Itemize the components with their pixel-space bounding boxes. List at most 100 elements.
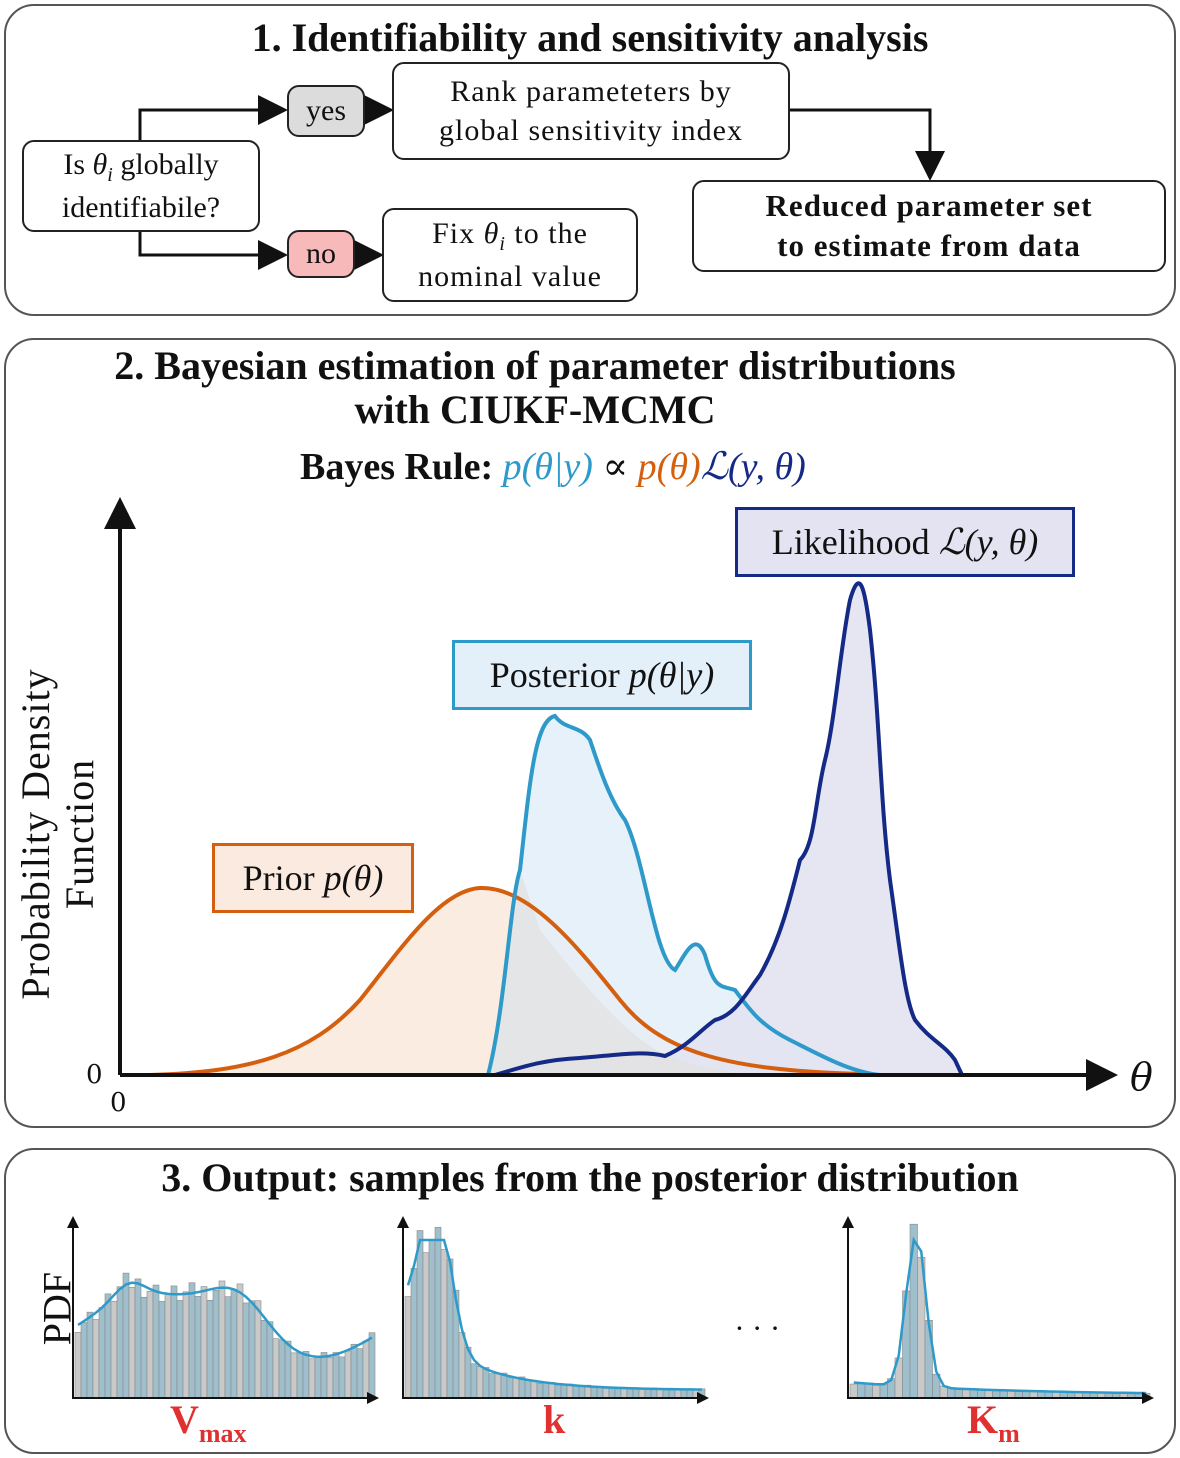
hist-bar — [440, 1249, 448, 1399]
reduced-parameter-set-box: Reduced parameter set to estimate from d… — [692, 180, 1166, 272]
hist-bar — [134, 1278, 142, 1399]
hist-bar — [302, 1351, 310, 1399]
hist-x-arrow — [367, 1392, 379, 1404]
likelihood-curve-fill — [495, 583, 962, 1075]
hist-bar — [242, 1302, 250, 1399]
hist-bar — [116, 1286, 124, 1399]
hist-bar — [488, 1373, 496, 1399]
hist-bar — [590, 1386, 598, 1399]
panel1-title: 1. Identifiability and sensitivity analy… — [251, 15, 929, 60]
hist-bar — [470, 1363, 478, 1399]
hist-bar — [410, 1268, 418, 1399]
posterior-curve-fill — [488, 716, 880, 1075]
hist-bar — [428, 1239, 436, 1399]
hist-bar — [458, 1332, 466, 1399]
hist-bar — [188, 1282, 196, 1399]
hist-bar — [278, 1339, 286, 1399]
hist-bar — [284, 1340, 292, 1399]
hist-bar — [80, 1322, 88, 1399]
hist-bar — [158, 1301, 166, 1399]
bayes-posterior-term: p(θ|y) — [502, 446, 593, 488]
hist-bar — [92, 1319, 100, 1399]
hist-bar — [656, 1389, 664, 1399]
hist-bar — [86, 1311, 94, 1399]
question-line2: identifiabile? — [61, 191, 221, 224]
hist-bar — [104, 1293, 112, 1399]
hist-bar — [602, 1388, 610, 1399]
hist-bar — [674, 1389, 682, 1399]
hist-bar — [476, 1366, 484, 1399]
histogram-0 — [67, 1216, 379, 1404]
hist-bar — [164, 1293, 172, 1399]
hist-bar — [524, 1380, 532, 1399]
histogram-2 — [842, 1216, 1154, 1404]
identifiable-question-box: Is θi globally identifiabile? — [22, 140, 260, 232]
hist-bar — [170, 1285, 178, 1399]
hist-bar — [326, 1357, 334, 1399]
km-label: Km — [967, 1397, 1020, 1448]
hist-bar — [356, 1348, 364, 1399]
hist-bar — [482, 1367, 490, 1399]
hist-bar — [500, 1372, 508, 1399]
hist-bar — [638, 1388, 646, 1399]
hist-ellipsis: · · · — [735, 1312, 780, 1345]
hist-bar — [954, 1389, 963, 1399]
hist-bar — [236, 1283, 244, 1399]
hist-bar — [254, 1300, 262, 1399]
hist-density-curve — [77, 1281, 373, 1359]
hist-bar — [200, 1286, 208, 1399]
yes-badge: yes — [287, 85, 365, 137]
hist-x-arrow — [697, 1392, 709, 1404]
rank-parameters-box: Rank parameteters by global sensitivity … — [392, 62, 790, 160]
likelihood-curve — [494, 581, 964, 1077]
hist-bar — [506, 1377, 514, 1399]
hist-axes — [72, 1220, 375, 1399]
hist-axes — [847, 1220, 1150, 1399]
hist-bar — [416, 1230, 424, 1399]
hist-bar — [879, 1383, 888, 1399]
y-origin-label: 0 — [86, 1060, 103, 1090]
hist-bar — [308, 1358, 316, 1399]
bayes-rule-prefix: Bayes Rule: — [300, 446, 494, 488]
hist-bar — [338, 1356, 346, 1399]
hist-bar — [872, 1385, 881, 1399]
hist-y-arrow — [397, 1216, 409, 1228]
hist-bar — [530, 1379, 538, 1399]
rank-line1: Rank parameteters by — [450, 75, 732, 108]
rank-line2: global sensitivity index — [439, 114, 743, 147]
hist-bar — [368, 1332, 376, 1399]
hist-x-arrow — [1142, 1392, 1154, 1404]
hist-bar — [668, 1389, 676, 1399]
hist-axes — [402, 1220, 705, 1399]
bayes-rule-equation: Bayes Rule: p(θ|y) ∝ p(θ)ℒ(y, θ) — [300, 444, 806, 489]
x-origin-label: 0 — [110, 1088, 127, 1118]
hist-bar — [290, 1352, 298, 1399]
hist-bar — [924, 1320, 933, 1399]
hist-bar — [320, 1352, 328, 1399]
hist-bar — [98, 1307, 106, 1399]
hist-bar — [422, 1252, 430, 1399]
hist-bar — [686, 1389, 694, 1399]
bayes-prior-term: p(θ) — [637, 446, 701, 488]
hist-bar — [110, 1300, 118, 1399]
hist-bar — [182, 1291, 190, 1399]
hist-bar — [578, 1385, 586, 1399]
hist-bar — [152, 1284, 160, 1399]
no-badge: no — [287, 230, 355, 278]
hist-bar — [128, 1286, 136, 1399]
hist-bar — [74, 1331, 82, 1399]
question-line1: Is θi globally — [63, 148, 219, 186]
hist-bar — [248, 1300, 256, 1399]
hist-bar — [332, 1352, 340, 1399]
panel2-title-line1: 2. Bayesian estimation of parameter dist… — [114, 343, 956, 388]
hist-bar — [146, 1290, 154, 1399]
hist-bar — [608, 1387, 616, 1399]
hist-bar — [296, 1352, 304, 1399]
hist-bar — [260, 1319, 268, 1399]
hist-bar — [272, 1338, 280, 1399]
hist-bar — [404, 1296, 412, 1399]
hist-bar — [218, 1280, 226, 1399]
